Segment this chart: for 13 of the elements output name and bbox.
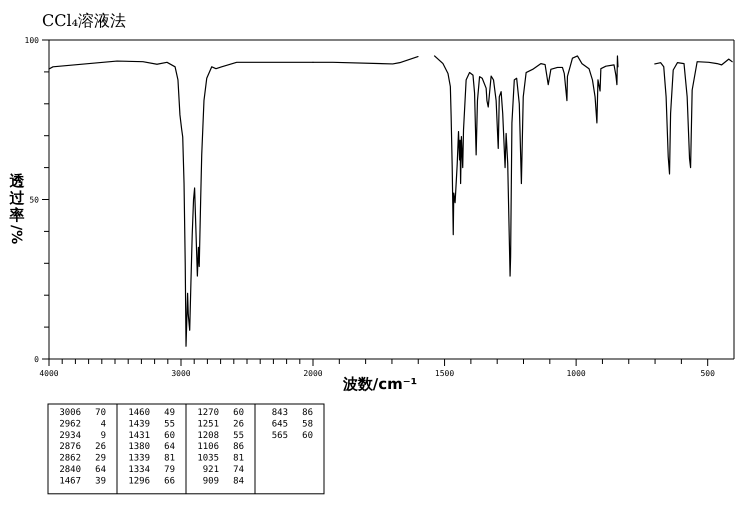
x-tick-label: 3000 (171, 369, 191, 378)
x-tick-label: 1500 (434, 369, 454, 378)
y-tick-label: 100 (24, 36, 40, 45)
y-tick-label: 50 (29, 196, 40, 204)
x-axis-title: 波数/cm⁻¹ (342, 375, 418, 393)
y-tick-label: 0 (34, 355, 40, 364)
x-tick-label: 4000 (39, 369, 59, 378)
x-tick-label: 2000 (303, 369, 323, 378)
x-tick-label: 500 (700, 369, 716, 378)
chart-title: CCl₄溶液法 (42, 11, 126, 30)
y-axis-title: 透过率/% (8, 172, 26, 244)
peak-table: 3006 70 2962 4 2934 9 2876 26 2862 29 2840 64 1467 39 1460 49 1439 55 1431 60 1380 64 1339 81 1334 79 1296 66 1270 60 1251 26 1208 55 1106 86 1035 81 921 74 909 84 843 86 645 58 565 60 (48, 404, 324, 494)
x-tick-label: 1000 (566, 369, 586, 378)
